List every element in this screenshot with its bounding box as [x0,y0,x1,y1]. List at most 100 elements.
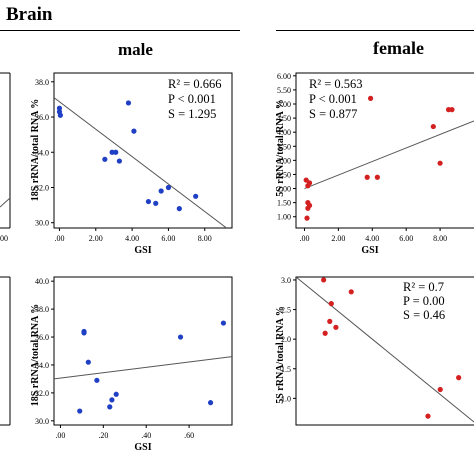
y-tick-label: 36.0 [35,333,49,342]
header-rule-left [0,30,240,31]
y-tick-label: 3.50 [277,142,291,151]
data-point [113,391,119,397]
data-point [109,397,115,403]
header-rule-right [276,30,474,31]
data-point [77,408,83,414]
chart-left-partial-bottom [0,276,11,426]
data-point [165,184,172,191]
y-tick-label: 5.50 [277,86,291,95]
female-column-label: female [373,38,424,58]
data-point [109,149,115,155]
y-axis-label: 18S rRNA/total RNA % [30,99,41,202]
stat-p: P < 0.001 [168,92,216,106]
plot-frame [295,276,474,426]
data-point [328,301,334,307]
data-point [56,105,63,111]
plot-area [54,97,227,228]
y-tick-label: 4.50 [277,114,291,123]
stat-r2: R² = 0.563 [309,77,363,91]
x-tick-label: .40 [141,431,151,440]
data-point [94,377,100,383]
stat-s: S = 1.295 [168,107,216,121]
y-tick-label: 30.0 [35,417,49,426]
data-point [145,198,152,205]
data-point [333,324,339,330]
y-axis-label: 18S rRNA/total RNA % [30,304,41,407]
plot-area [54,320,232,414]
data-point [177,334,184,340]
data-point [327,318,333,324]
data-point [364,174,370,180]
data-point [220,320,227,326]
x-tick-label: 8.00 [433,234,447,243]
y-tick-label: 40.0 [35,277,49,286]
y-tick-label: 32.0 [35,183,49,192]
x-tick-label: 2.00 [89,234,103,243]
y-tick-label: 34.0 [35,361,49,370]
data-point [81,330,87,336]
chart-male-top: 30.0 32.0 34.0 36.0 38.0 .00 2.00 4.00 6.00 8.00 1… [30,72,233,256]
stat-r2: R² = 0.7 [403,280,444,294]
x-tick-label: .00 [0,234,8,243]
plot-area [303,95,474,221]
data-point [304,215,310,221]
data-point [153,200,159,206]
x-axis-label: GSI [134,442,151,453]
stat-p: P = 0.00 [403,294,445,308]
data-point [306,180,313,186]
stat-s: S = 0.877 [309,107,357,121]
data-point [107,404,113,410]
y-tick-label: 5.00 [277,100,291,109]
data-point [125,100,132,106]
data-point [449,107,455,113]
y-tick-label: 32.0 [35,389,49,398]
y-tick-label: 4.00 [277,128,291,137]
data-point [437,386,443,393]
male-column-label: male [118,40,153,59]
plot-frame [53,72,233,229]
y-tick-label: 6.00 [277,72,291,81]
y-axis-label: 5S rRNA/total RNA % [275,306,286,404]
x-tick-label: .00 [54,234,64,243]
stat-r2: R² = 0.666 [168,77,222,91]
chart-female-top: 1.00 1.50 2.00 2.50 3.00 3.50 4.00 4.50 5.00 5.50… [275,72,474,256]
stat-s: S = 0.46 [403,308,445,322]
data-point [116,158,122,164]
y-tick-label: 30.0 [35,219,49,228]
chart-male-bottom: 30.0 32.0 34.0 36.0 38.0 40.0 .00 .20 .40 .60 18S … [30,276,233,453]
x-tick-label: 6.00 [161,234,175,243]
data-point [158,188,164,194]
stat-p: P < 0.001 [309,92,357,106]
data-point [193,193,199,199]
y-tick-label: 36.0 [35,113,49,122]
chart-female-bottom: 1.0 1.5 2.0 2.5 3.0 5S rRNA/total RNA % R² = 0… [275,276,474,426]
data-point [102,156,108,162]
x-tick-label: 4.00 [125,234,139,243]
x-tick-label: .00 [299,234,309,243]
data-point [425,413,431,419]
fit-line [304,120,474,190]
y-tick-label: 3.0 [281,276,291,285]
x-tick-label: .20 [98,431,108,440]
section-title: Brain [6,4,53,25]
y-tick-label: 1.5 [281,365,291,374]
y-tick-label: 38.0 [35,78,49,87]
y-tick-label: 2.00 [277,185,291,194]
x-tick-label: 2.00 [331,234,345,243]
data-point [322,330,328,336]
fit-line [54,356,232,380]
plot-area [296,277,474,423]
y-tick-label: 34.0 [35,148,49,157]
x-axis-label: GSI [361,245,378,256]
data-point [85,359,91,365]
x-tick-label: .60 [184,431,194,440]
data-point [131,128,137,134]
y-axis-label: 5S rRNA/total RNA % [275,99,286,197]
y-tick-label: 3.00 [277,156,291,165]
fit-line [296,277,474,423]
partial-fit-line [0,197,11,208]
y-tick-label: 2.0 [281,335,291,344]
data-point [456,375,462,381]
x-tick-label: 8.00 [198,234,212,243]
